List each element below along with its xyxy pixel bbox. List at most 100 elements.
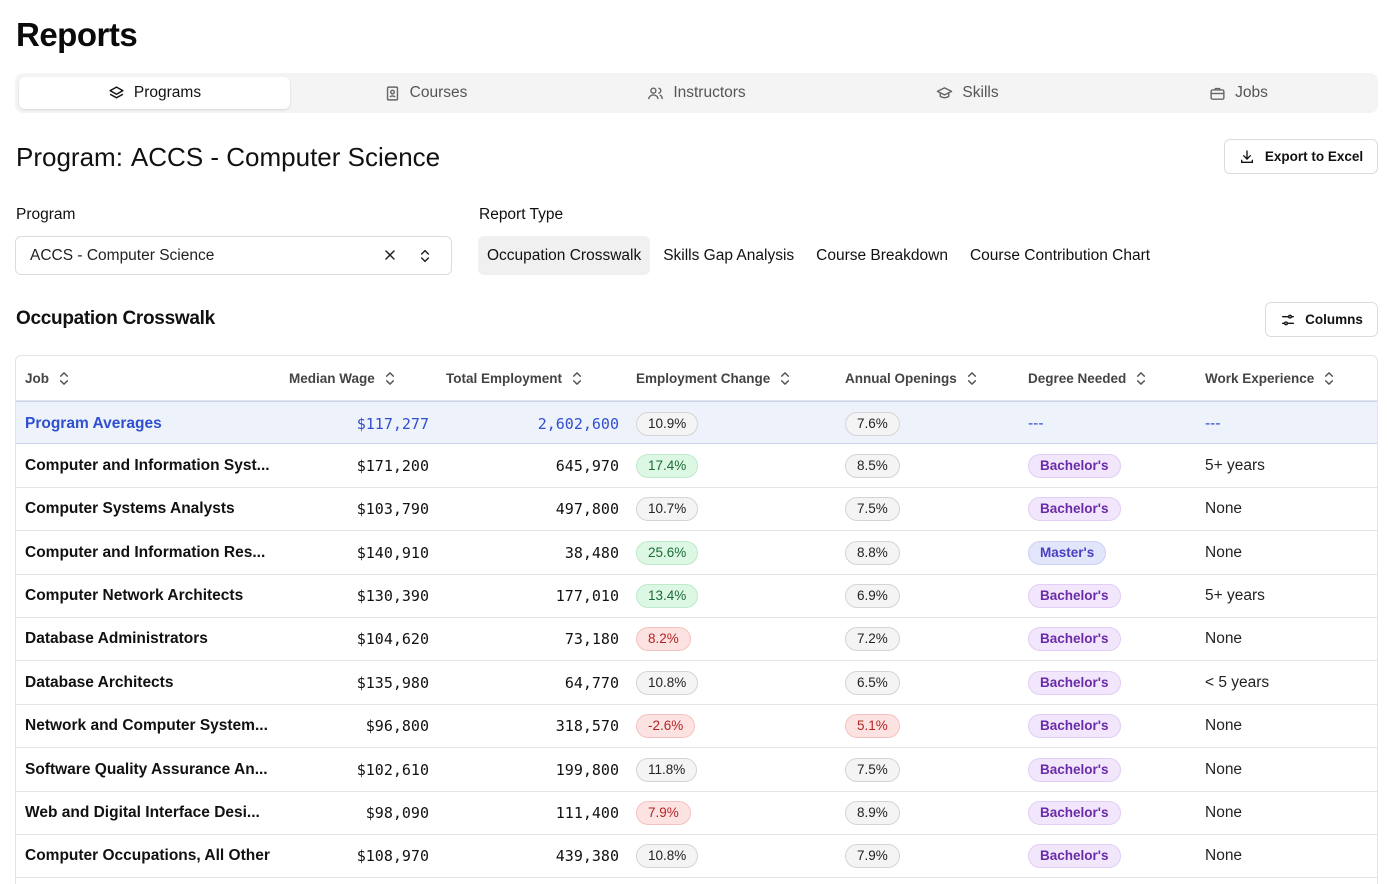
openings-pill: 8.8% [845,540,900,565]
table-row[interactable]: Software Quality Assurance An... $102,610… [16,748,1377,792]
tab-programs[interactable]: Programs [19,77,290,109]
openings-cell: 7.5% [845,748,900,791]
degree-badge: Master's [1028,540,1107,565]
tab-jobs[interactable]: Jobs [1103,77,1374,109]
table-row[interactable]: Computer Occupations, All Other $108,970 4… [16,835,1377,879]
tab-courses[interactable]: Courses [290,77,561,109]
employment-cell: 199,800 [555,760,619,779]
openings-cell: 7.5% [845,488,900,531]
degree-cell: Bachelor's [1028,748,1121,791]
employment-cell: 497,800 [555,500,619,519]
header-employment-change[interactable]: Employment Change [636,356,790,401]
openings-pill: 5.1% [845,714,900,739]
header-label: Degree Needed [1028,371,1127,386]
job-cell[interactable]: Computer Occupations, All Other [25,847,270,865]
table-row[interactable]: Web and Digital Interface Desi... $98,090… [16,792,1377,835]
tab-instructors[interactable]: Instructors [561,77,832,109]
report-type-occupation-crosswalk[interactable]: Occupation Crosswalk [478,236,651,275]
header-degree-needed[interactable]: Degree Needed [1028,356,1146,401]
header-label: Median Wage [289,371,375,386]
header-total-employment[interactable]: Total Employment [446,356,582,401]
table-row[interactable]: Database Administrators $104,620 73,180 8.2… [16,618,1377,662]
program-select-value: ACCS - Computer Science [30,246,215,264]
avg-job: Program Averages [25,414,162,432]
change-cell: 10.8% [636,835,699,878]
program-field-label: Program [16,206,76,223]
avg-change: 10.9% [636,402,699,445]
change-pill: 10.8% [636,670,699,695]
degree-badge: Bachelor's [1028,757,1121,782]
briefcase-icon [1210,87,1225,100]
program-heading: Program: ACCS - Computer Science [16,142,440,173]
header-median-wage[interactable]: Median Wage [289,356,395,401]
header-work-experience[interactable]: Work Experience [1205,356,1334,401]
openings-pill: 6.9% [845,584,900,609]
report-type-skills-gap[interactable]: Skills Gap Analysis [663,246,795,264]
openings-pill: 7.5% [845,497,900,522]
wage-cell: $140,910 [356,543,429,562]
header-annual-openings[interactable]: Annual Openings [845,356,977,401]
report-tabs: Programs Courses Instructors Skills Jobs [15,73,1378,113]
header-job[interactable]: Job [25,356,69,401]
degree-badge: Bachelor's [1028,497,1121,522]
table-row[interactable]: Database Architects $135,980 64,770 10.8% 6.… [16,661,1377,705]
experience-cell: 5+ years [1205,456,1265,474]
job-cell[interactable]: Web and Digital Interface Desi... [25,804,260,822]
job-cell[interactable]: Database Administrators [25,630,208,648]
wage-cell: $96,800 [365,717,429,736]
table-row[interactable]: Computer and Information Res... $140,910 3… [16,531,1377,575]
degree-cell: Master's [1028,531,1107,574]
avg-wage: $117,277 [356,414,429,433]
change-cell: 10.8% [636,661,699,704]
openings-pill: 8.5% [845,453,900,478]
avg-degree: --- [1028,414,1044,432]
program-heading-label: Program: [16,142,123,172]
wage-cell: $130,390 [356,587,429,606]
clear-icon[interactable] [382,247,398,263]
columns-label: Columns [1305,312,1363,327]
section-title: Occupation Crosswalk [16,308,215,329]
change-cell: 7.9% [636,792,691,835]
degree-badge: Bachelor's [1028,453,1121,478]
sort-icon [967,372,976,385]
employment-cell: 111,400 [555,804,619,823]
degree-badge: Bachelor's [1028,714,1121,739]
sliders-icon [1282,314,1295,325]
job-cell[interactable]: Computer Network Architects [25,587,244,605]
job-cell[interactable]: Computer and Information Syst... [25,456,270,474]
table-header: Job Median Wage Total Employment Employm… [16,356,1377,401]
job-cell[interactable]: Database Architects [25,673,174,691]
table-row[interactable]: Computer and Information Syst... $171,200… [16,444,1377,488]
report-type-course-contribution[interactable]: Course Contribution Chart [969,246,1151,264]
chevron-up-down-icon[interactable] [417,247,433,265]
job-cell[interactable]: Software Quality Assurance An... [25,760,268,778]
book-icon [386,85,398,101]
experience-cell: None [1205,804,1243,822]
openings-cell: 8.9% [845,792,900,835]
experience-cell: None [1205,717,1243,735]
table-row[interactable]: Computer Systems Analysts $103,790 497,800… [16,488,1377,532]
job-cell[interactable]: Computer Systems Analysts [25,500,235,518]
table-row[interactable]: Network and Computer System... $96,800 318… [16,705,1377,749]
experience-cell: None [1205,630,1243,648]
program-select[interactable]: ACCS - Computer Science [15,236,452,275]
degree-cell: Bachelor's [1028,705,1121,748]
columns-button[interactable]: Columns [1265,302,1378,337]
avg-employment: 2,602,600 [537,414,619,433]
graduation-cap-icon [937,86,953,98]
job-cell[interactable]: Computer and Information Res... [25,543,266,561]
export-to-excel-button[interactable]: Export to Excel [1224,139,1378,174]
sort-icon [59,372,69,385]
change-pill: 13.4% [636,584,699,609]
report-type-course-breakdown[interactable]: Course Breakdown [816,246,948,264]
tab-label: Programs [133,84,202,101]
change-cell: 25.6% [636,531,699,574]
change-cell: -2.6% [636,705,696,748]
table-row[interactable]: Computer Network Architects $130,390 177,0… [16,575,1377,618]
tab-skills[interactable]: Skills [832,77,1103,109]
degree-cell: Bachelor's [1028,575,1121,618]
openings-pill: 7.2% [845,627,900,652]
table-body: Computer and Information Syst... $171,200… [16,444,1377,879]
job-cell[interactable]: Network and Computer System... [25,717,268,735]
export-label: Export to Excel [1264,149,1364,164]
